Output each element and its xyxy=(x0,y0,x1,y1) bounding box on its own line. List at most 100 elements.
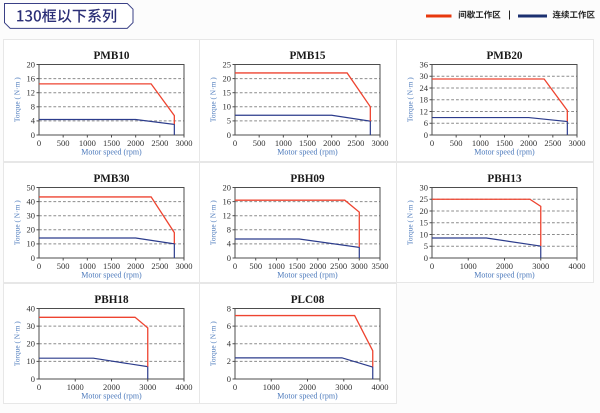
svg-text:0: 0 xyxy=(37,382,41,392)
svg-text:1000: 1000 xyxy=(268,261,285,271)
svg-text:20: 20 xyxy=(420,206,429,216)
svg-text:0: 0 xyxy=(37,138,41,148)
svg-text:PBH18: PBH18 xyxy=(94,294,129,306)
svg-text:3000: 3000 xyxy=(532,261,549,271)
svg-text:Motor speed (rpm): Motor speed (rpm) xyxy=(81,148,142,157)
svg-text:0: 0 xyxy=(227,374,231,384)
svg-text:0: 0 xyxy=(233,261,237,271)
svg-text:2: 2 xyxy=(227,356,231,366)
svg-text:5: 5 xyxy=(227,116,231,126)
svg-text:8: 8 xyxy=(227,225,231,235)
svg-text:0: 0 xyxy=(430,261,434,271)
svg-text:4: 4 xyxy=(227,339,232,349)
svg-text:2500: 2500 xyxy=(544,138,561,148)
svg-text:500: 500 xyxy=(57,261,70,271)
svg-text:3500: 3500 xyxy=(372,261,389,271)
svg-text:4000: 4000 xyxy=(372,382,389,392)
svg-text:3000: 3000 xyxy=(335,382,352,392)
svg-text:2000: 2000 xyxy=(127,261,144,271)
svg-text:1500: 1500 xyxy=(103,261,120,271)
svg-text:PMB30: PMB30 xyxy=(93,173,129,185)
svg-text:2000: 2000 xyxy=(520,138,537,148)
svg-text:PMB20: PMB20 xyxy=(486,50,522,62)
svg-text:Torque ( N·m ): Torque ( N·m ) xyxy=(405,77,414,122)
svg-text:40: 40 xyxy=(27,196,36,206)
svg-text:10: 10 xyxy=(27,239,36,249)
svg-text:5: 5 xyxy=(424,241,428,251)
svg-text:20: 20 xyxy=(27,59,36,69)
svg-text:20: 20 xyxy=(27,225,36,235)
svg-text:0: 0 xyxy=(31,130,35,140)
svg-text:0: 0 xyxy=(424,253,428,263)
svg-text:50: 50 xyxy=(27,182,36,192)
svg-text:0: 0 xyxy=(233,382,237,392)
svg-text:PMB15: PMB15 xyxy=(289,50,325,62)
svg-text:2000: 2000 xyxy=(309,261,326,271)
svg-text:Motor speed (rpm): Motor speed (rpm) xyxy=(81,392,142,401)
svg-text:PLC08: PLC08 xyxy=(291,294,325,306)
svg-text:1000: 1000 xyxy=(263,382,280,392)
svg-text:2500: 2500 xyxy=(330,261,347,271)
svg-text:Motor speed (rpm): Motor speed (rpm) xyxy=(277,148,338,157)
svg-text:2500: 2500 xyxy=(151,261,168,271)
svg-text:Motor speed (rpm): Motor speed (rpm) xyxy=(277,392,338,401)
svg-text:Motor speed (rpm): Motor speed (rpm) xyxy=(474,148,535,157)
svg-text:40: 40 xyxy=(27,303,36,313)
svg-text:3000: 3000 xyxy=(351,261,368,271)
svg-text:500: 500 xyxy=(249,261,262,271)
svg-text:1500: 1500 xyxy=(299,138,316,148)
svg-text:16: 16 xyxy=(223,196,232,206)
svg-text:1500: 1500 xyxy=(289,261,306,271)
svg-text:2000: 2000 xyxy=(299,382,316,392)
svg-text:2000: 2000 xyxy=(323,138,340,148)
svg-text:36: 36 xyxy=(420,59,429,69)
svg-text:2500: 2500 xyxy=(151,138,168,148)
svg-text:3000: 3000 xyxy=(569,138,586,148)
svg-text:1000: 1000 xyxy=(79,138,96,148)
svg-text:0: 0 xyxy=(37,261,41,271)
svg-text:30: 30 xyxy=(27,211,36,221)
svg-text:500: 500 xyxy=(57,138,70,148)
svg-text:Motor speed (rpm): Motor speed (rpm) xyxy=(81,271,142,280)
svg-text:Torque ( N·m ): Torque ( N·m ) xyxy=(208,200,217,245)
svg-text:500: 500 xyxy=(253,138,266,148)
svg-text:2000: 2000 xyxy=(127,138,144,148)
svg-text:20: 20 xyxy=(27,339,36,349)
svg-text:30: 30 xyxy=(27,321,36,331)
svg-text:15: 15 xyxy=(420,218,429,228)
svg-text:4000: 4000 xyxy=(176,382,193,392)
svg-text:20: 20 xyxy=(223,182,232,192)
svg-text:Motor speed (rpm): Motor speed (rpm) xyxy=(277,271,338,280)
svg-text:Torque ( N·m ): Torque ( N·m ) xyxy=(208,321,217,366)
svg-text:12: 12 xyxy=(223,211,232,221)
svg-text:2000: 2000 xyxy=(103,382,120,392)
svg-text:1000: 1000 xyxy=(472,138,489,148)
svg-text:500: 500 xyxy=(450,138,463,148)
svg-text:30: 30 xyxy=(420,182,429,192)
svg-text:16: 16 xyxy=(27,73,36,83)
svg-text:12: 12 xyxy=(420,106,429,116)
svg-text:PMB10: PMB10 xyxy=(93,50,129,62)
svg-text:10: 10 xyxy=(223,102,232,112)
svg-text:Torque ( N·m ): Torque ( N·m ) xyxy=(12,321,21,366)
svg-text:Motor speed (rpm): Motor speed (rpm) xyxy=(474,271,535,280)
svg-text:0: 0 xyxy=(424,130,428,140)
svg-text:1000: 1000 xyxy=(67,382,84,392)
svg-text:6: 6 xyxy=(424,118,428,128)
svg-text:0: 0 xyxy=(31,253,35,263)
svg-text:PBH13: PBH13 xyxy=(487,173,522,185)
svg-text:3000: 3000 xyxy=(176,261,193,271)
svg-text:3000: 3000 xyxy=(372,138,389,148)
svg-text:25: 25 xyxy=(223,59,232,69)
svg-text:0: 0 xyxy=(227,253,231,263)
svg-text:Torque ( N·m ): Torque ( N·m ) xyxy=(12,200,21,245)
svg-text:Torque ( N·m ): Torque ( N·m ) xyxy=(405,200,414,245)
svg-text:0: 0 xyxy=(233,138,237,148)
svg-text:15: 15 xyxy=(223,88,232,98)
svg-text:10: 10 xyxy=(420,229,429,239)
svg-text:25: 25 xyxy=(420,194,429,204)
svg-text:3000: 3000 xyxy=(176,138,193,148)
svg-text:Torque ( N·m ): Torque ( N·m ) xyxy=(12,77,21,122)
svg-text:4: 4 xyxy=(31,116,36,126)
svg-text:8: 8 xyxy=(227,303,231,313)
